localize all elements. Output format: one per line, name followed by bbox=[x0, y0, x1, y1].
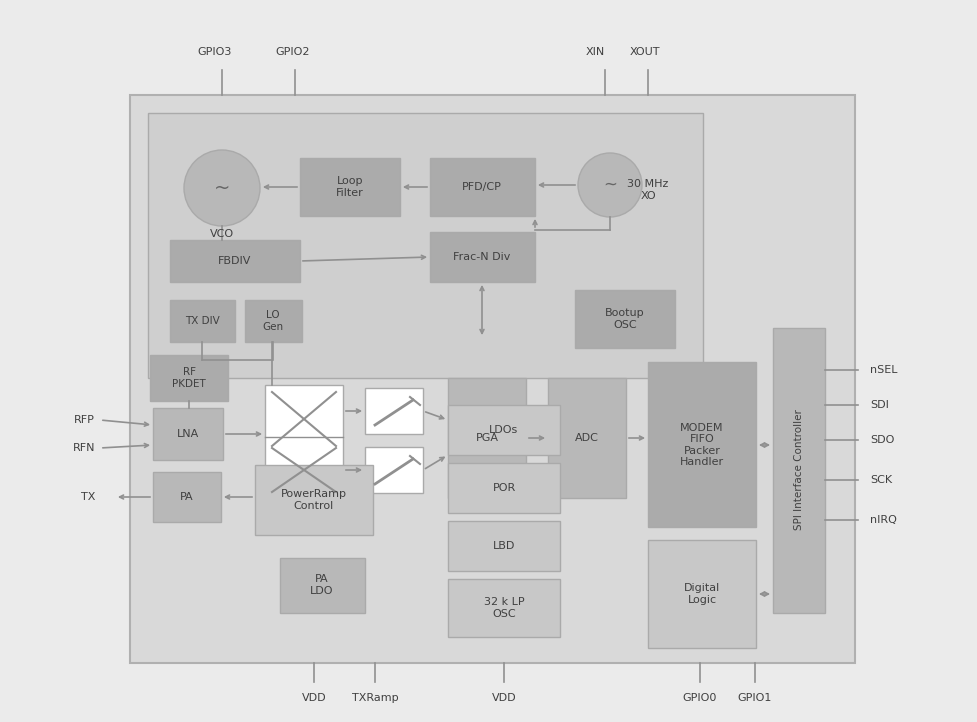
Text: LNA: LNA bbox=[177, 429, 199, 439]
Bar bbox=[575, 290, 675, 348]
Bar bbox=[153, 408, 223, 460]
Bar bbox=[130, 95, 855, 663]
Text: VCO: VCO bbox=[210, 229, 234, 239]
Bar bbox=[548, 378, 626, 498]
Text: 32 k LP
OSC: 32 k LP OSC bbox=[484, 597, 525, 619]
Text: ~: ~ bbox=[214, 178, 231, 198]
Text: SCK: SCK bbox=[870, 475, 892, 485]
Text: RF
PKDET: RF PKDET bbox=[172, 367, 206, 389]
Text: RFP: RFP bbox=[74, 415, 95, 425]
Text: GPIO3: GPIO3 bbox=[197, 47, 233, 57]
Text: LDOs: LDOs bbox=[489, 425, 519, 435]
Text: RFN: RFN bbox=[72, 443, 95, 453]
Bar bbox=[265, 385, 343, 493]
Bar bbox=[300, 158, 400, 216]
Text: FBDIV: FBDIV bbox=[218, 256, 252, 266]
Text: PA
LDO: PA LDO bbox=[311, 574, 334, 596]
Text: ~: ~ bbox=[603, 176, 617, 194]
Text: nSEL: nSEL bbox=[870, 365, 898, 375]
Text: VDD: VDD bbox=[491, 693, 516, 703]
Bar bbox=[365, 447, 423, 493]
Text: PowerRamp
Control: PowerRamp Control bbox=[281, 490, 347, 510]
Text: GPIO0: GPIO0 bbox=[683, 693, 717, 703]
Text: PFD/CP: PFD/CP bbox=[462, 182, 502, 192]
Text: SPI Interface Controller: SPI Interface Controller bbox=[794, 409, 804, 531]
Text: Loop
Filter: Loop Filter bbox=[336, 176, 363, 198]
Bar bbox=[448, 378, 526, 498]
Bar bbox=[648, 540, 756, 648]
Bar bbox=[150, 355, 228, 401]
Text: SDO: SDO bbox=[870, 435, 894, 445]
Bar bbox=[448, 463, 560, 513]
Text: XOUT: XOUT bbox=[630, 47, 660, 57]
Text: PGA: PGA bbox=[476, 433, 498, 443]
Text: GPIO2: GPIO2 bbox=[276, 47, 311, 57]
Bar bbox=[255, 465, 373, 535]
Text: POR: POR bbox=[492, 483, 516, 493]
Text: nIRQ: nIRQ bbox=[870, 515, 897, 525]
Text: PA: PA bbox=[180, 492, 193, 502]
Bar bbox=[430, 158, 535, 216]
Bar bbox=[448, 521, 560, 571]
Text: VDD: VDD bbox=[302, 693, 326, 703]
Bar bbox=[280, 558, 365, 613]
Bar bbox=[773, 328, 825, 613]
Text: ADC: ADC bbox=[575, 433, 599, 443]
Bar bbox=[148, 113, 703, 378]
Text: Frac-N Div: Frac-N Div bbox=[453, 252, 511, 262]
Text: SDI: SDI bbox=[870, 400, 889, 410]
Bar bbox=[648, 362, 756, 527]
Text: TXRamp: TXRamp bbox=[352, 693, 399, 703]
Text: TX DIV: TX DIV bbox=[185, 316, 220, 326]
Bar bbox=[170, 240, 300, 282]
Text: LBD: LBD bbox=[492, 541, 515, 551]
Bar bbox=[245, 300, 302, 342]
Bar bbox=[153, 472, 221, 522]
Bar bbox=[448, 579, 560, 637]
Text: Bootup
OSC: Bootup OSC bbox=[605, 308, 645, 330]
Text: 30 MHz
XO: 30 MHz XO bbox=[627, 179, 668, 201]
Bar bbox=[365, 388, 423, 434]
Text: MODEM
FIFO
Packer
Handler: MODEM FIFO Packer Handler bbox=[680, 422, 724, 467]
Bar bbox=[170, 300, 235, 342]
Text: XIN: XIN bbox=[585, 47, 605, 57]
Bar bbox=[448, 405, 560, 455]
Text: LO
Gen: LO Gen bbox=[263, 310, 283, 332]
Text: Digital
Logic: Digital Logic bbox=[684, 583, 720, 605]
Circle shape bbox=[184, 150, 260, 226]
Text: GPIO1: GPIO1 bbox=[738, 693, 772, 703]
Circle shape bbox=[578, 153, 642, 217]
Bar bbox=[430, 232, 535, 282]
Text: TX: TX bbox=[81, 492, 95, 502]
